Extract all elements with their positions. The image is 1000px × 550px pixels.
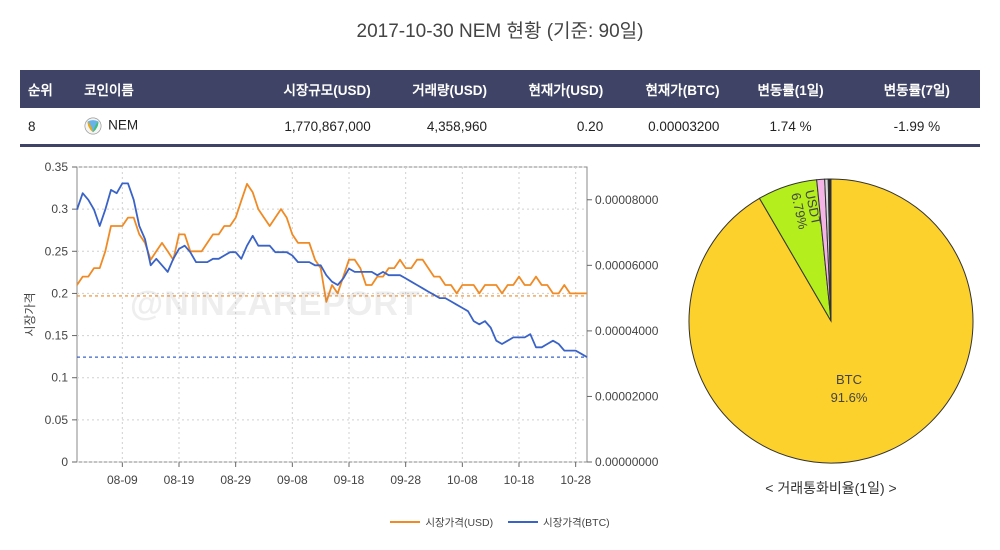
x-tick-label: 10-08	[447, 473, 478, 487]
col-header-price-btc: 현재가(BTC)	[611, 70, 728, 108]
y-left-tick-label: 0.05	[45, 413, 69, 427]
page-title: 2017-10-30 NEM 현황 (기준: 90일)	[356, 21, 644, 42]
table-row: 8 NEM 1,770,867,000 4,358,960 0.20 0.000…	[20, 108, 980, 147]
x-tick-label: 09-08	[277, 473, 308, 487]
col-header-change-7d: 변동률(7일)	[853, 70, 980, 108]
legend-label-usd: 시장가격(USD)	[425, 516, 494, 529]
price-btc-cell: 0.00003200	[611, 108, 728, 147]
watermark: @NINZAREPORT	[130, 285, 421, 323]
volume-cell: 4,358,960	[378, 108, 495, 147]
coin-table: 순위 코인이름 시장규모(USD) 거래량(USD) 현재가(USD) 현재가(…	[20, 70, 980, 147]
pie-caption: < 거래통화비율(1일) >	[765, 480, 897, 496]
legend-item-usd[interactable]: 시장가격(USD)	[390, 515, 493, 530]
price-usd-cell: 0.20	[494, 108, 612, 147]
series-line-btc	[76, 182, 588, 358]
y-left-tick-label: 0.2	[51, 286, 68, 300]
pie-label-usdt: USDT	[802, 189, 824, 227]
y-right-tick-label: 0.00000000	[595, 455, 659, 469]
rank-cell: 8	[20, 108, 77, 147]
legend-item-btc[interactable]: 시장가격(BTC)	[508, 515, 610, 530]
coin-name: NEM	[108, 117, 139, 133]
pie-label-btc: BTC	[836, 372, 862, 387]
chart-legend: 시장가격(USD) 시장가격(BTC)	[0, 514, 1000, 530]
y-left-tick-label: 0.15	[45, 329, 69, 343]
x-tick-label: 08-09	[107, 473, 138, 487]
col-header-rank: 순위	[20, 70, 77, 108]
x-tick-label: 09-28	[390, 473, 421, 487]
y-right-tick-label: 0.00002000	[595, 389, 659, 403]
change-7d-cell: -1.99 %	[853, 108, 980, 147]
change-1d-cell: 1.74 %	[727, 108, 854, 147]
series-line-usd	[76, 183, 587, 303]
col-header-volume: 거래량(USD)	[378, 70, 495, 108]
col-header-market-cap: 시장규모(USD)	[242, 70, 379, 108]
legend-swatch-usd	[390, 521, 421, 523]
plot-area	[76, 166, 588, 463]
y-axis-title: 시장가격	[23, 292, 37, 336]
y-left-tick-label: 0.1	[51, 371, 68, 385]
x-tick-label: 10-18	[504, 473, 535, 487]
name-cell: NEM	[76, 108, 243, 147]
x-tick-label: 10-28	[560, 473, 591, 487]
y-left-tick-label: 0.3	[51, 202, 68, 216]
nem-logo-icon	[84, 117, 102, 135]
x-tick-label: 08-29	[220, 473, 251, 487]
x-tick-label: 09-18	[334, 473, 365, 487]
y-right-tick-label: 0.00008000	[595, 193, 659, 207]
col-header-name: 코인이름	[76, 70, 243, 108]
x-tick-label: 08-19	[164, 473, 195, 487]
price-line-chart: 08-09 08-19 08-29 09-08 09-18 09-28 10-08 10-18…	[23, 160, 659, 487]
y-right-tick-label: 0.00004000	[595, 324, 659, 338]
y-left-tick-label: 0.25	[45, 244, 69, 258]
y-left-tick-label: 0	[61, 455, 68, 469]
col-header-price-usd: 현재가(USD)	[494, 70, 612, 108]
market-cap-cell: 1,770,867,000	[242, 108, 379, 147]
table-header-row: 순위 코인이름 시장규모(USD) 거래량(USD) 현재가(USD) 현재가(…	[20, 70, 980, 108]
pie-label-btc-value: 91.6%	[831, 390, 868, 405]
legend-label-btc: 시장가격(BTC)	[543, 516, 610, 529]
y-left-tick-label: 0.35	[45, 160, 69, 174]
legend-swatch-btc	[508, 521, 539, 523]
y-right-tick-label: 0.00006000	[595, 258, 659, 272]
col-header-change-1d: 변동률(1일)	[727, 70, 854, 108]
pie-slice-other-4	[827, 178, 832, 322]
